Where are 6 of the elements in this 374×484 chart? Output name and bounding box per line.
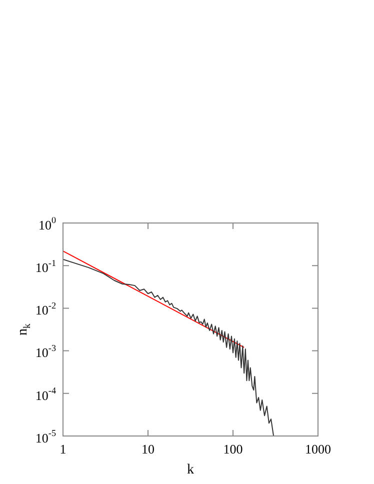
- y-axis-title: nk: [16, 323, 33, 336]
- x-tick-label: 10: [142, 441, 154, 456]
- x-tick-label: 1: [60, 441, 66, 456]
- x-tick-label: 1000: [305, 441, 331, 456]
- x-tick-label: 100: [223, 441, 243, 456]
- x-axis-title: k: [187, 462, 194, 478]
